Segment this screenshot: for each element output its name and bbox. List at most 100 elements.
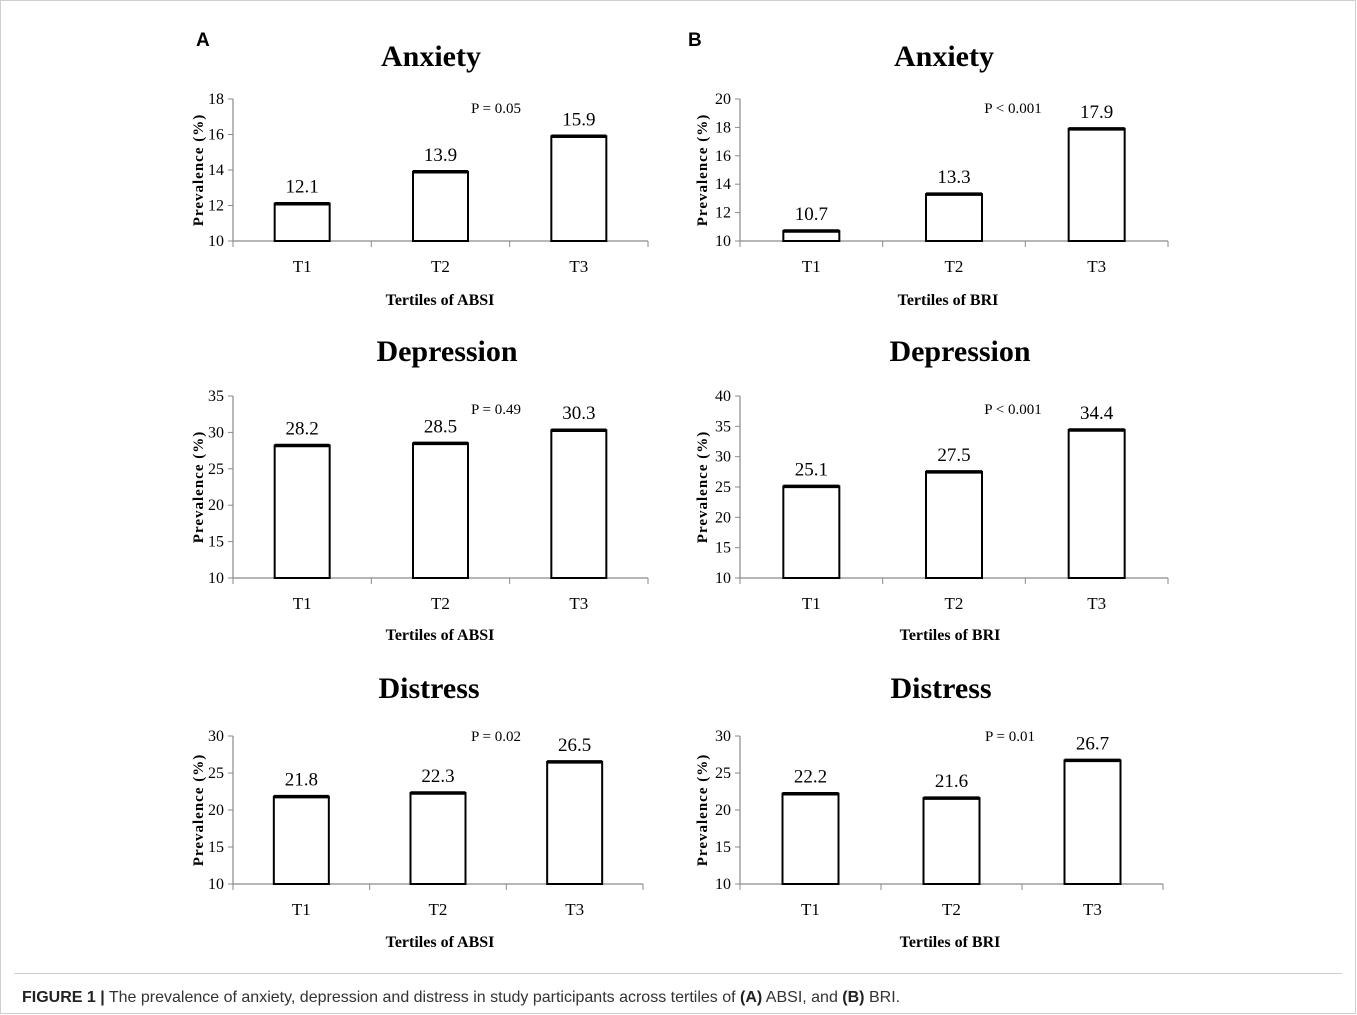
data-label-a-distress-t3: 26.5 — [558, 735, 591, 756]
x-tick-label-a-anxiety-t2: T2 — [431, 257, 450, 276]
bar-b-anxiety-t2 — [925, 193, 983, 242]
bar-a-depression-t1 — [273, 444, 331, 579]
x-tick-label-b-distress-t1: T1 — [801, 900, 820, 919]
y-axis-label-b-anxiety: Prevalence (%) — [695, 114, 711, 226]
p-value-a-depression: P = 0.49 — [471, 402, 521, 418]
y-tick-label-b-anxiety: 14 — [715, 176, 731, 193]
data-label-a-distress-t1: 21.8 — [285, 770, 318, 791]
x-tick-label-b-distress-t3: T3 — [1083, 900, 1102, 919]
bar-a-depression-t2 — [412, 442, 469, 579]
bar-a-anxiety-t1 — [273, 202, 331, 243]
panel-letter-a: A — [196, 30, 210, 51]
data-label-b-anxiety-t1: 10.7 — [795, 204, 828, 225]
data-label-b-anxiety-t2: 13.3 — [937, 167, 970, 188]
x-tick-label-b-distress-t2: T2 — [942, 900, 961, 919]
bar-b-anxiety-t3 — [1067, 127, 1126, 243]
y-tick-label-b-depression: 10 — [715, 570, 731, 587]
data-label-a-anxiety-t3: 15.9 — [562, 109, 595, 130]
data-label-a-depression-t3: 30.3 — [562, 403, 595, 424]
caption-label: FIGURE 1 | — [22, 989, 105, 1006]
y-tick-label-b-distress: 15 — [715, 839, 731, 856]
y-tick-label-a-anxiety: 10 — [208, 233, 224, 250]
data-label-b-depression-t3: 34.4 — [1080, 403, 1114, 424]
y-axis-label-b-depression: Prevalence (%) — [695, 431, 711, 543]
y-tick-label-a-depression: 10 — [208, 570, 224, 587]
x-tick-label-b-anxiety-t2: T2 — [945, 257, 964, 276]
bar-a-distress-t2 — [409, 791, 467, 885]
p-value-a-anxiety: P = 0.05 — [471, 101, 521, 117]
bar-b-depression-t2 — [925, 470, 983, 580]
y-tick-label-a-anxiety: 14 — [208, 162, 224, 179]
x-axis-label-b-depression: Tertiles of BRI — [900, 627, 1001, 644]
chart-title-b-distress: Distress — [890, 672, 991, 705]
bar-b-distress-t3 — [1063, 759, 1122, 885]
y-tick-label-b-anxiety: 16 — [715, 148, 731, 165]
x-axis-label-b-distress: Tertiles of BRI — [900, 934, 1001, 951]
data-label-b-distress-t1: 22.2 — [794, 767, 827, 788]
x-tick-label-b-depression-t1: T1 — [802, 594, 821, 613]
data-label-a-distress-t2: 22.3 — [421, 766, 454, 787]
x-tick-label-a-anxiety-t1: T1 — [293, 257, 312, 276]
caption-divider — [14, 973, 1342, 974]
data-label-a-anxiety-t1: 12.1 — [286, 177, 319, 198]
data-label-a-depression-t2: 28.5 — [424, 416, 457, 437]
chart-title-a-anxiety: Anxiety — [381, 40, 481, 73]
x-tick-label-a-distress-t2: T2 — [429, 900, 448, 919]
chart-title-a-distress: Distress — [378, 672, 479, 705]
y-tick-label-a-depression: 15 — [208, 534, 224, 551]
y-tick-label-b-distress: 20 — [715, 802, 731, 819]
y-tick-label-b-depression: 40 — [715, 388, 731, 405]
x-tick-label-a-depression-t1: T1 — [293, 594, 312, 613]
bar-b-distress-t2 — [922, 797, 981, 885]
x-tick-label-a-anxiety-t3: T3 — [569, 257, 588, 276]
y-axis-label-b-distress: Prevalence (%) — [695, 754, 711, 866]
bar-b-depression-t1 — [782, 485, 841, 580]
y-tick-label-a-distress: 10 — [208, 876, 224, 893]
y-tick-label-a-anxiety: 18 — [208, 91, 224, 108]
x-tick-label-b-anxiety-t1: T1 — [802, 257, 821, 276]
y-tick-label-b-anxiety: 20 — [715, 91, 731, 108]
x-axis-label-a-depression: Tertiles of ABSI — [386, 627, 495, 644]
y-tick-label-b-anxiety: 10 — [715, 233, 731, 250]
y-axis-label-a-distress: Prevalence (%) — [191, 754, 207, 866]
caption-text-2: ABSI, and — [762, 989, 843, 1006]
caption-text-1: The prevalence of anxiety, depression an… — [104, 989, 741, 1006]
x-axis-label-a-anxiety: Tertiles of ABSI — [386, 292, 495, 309]
bar-b-distress-t1 — [781, 792, 840, 885]
y-tick-label-a-distress: 25 — [208, 765, 224, 782]
x-tick-label-b-depression-t2: T2 — [945, 594, 964, 613]
y-tick-label-a-distress: 20 — [208, 802, 224, 819]
y-tick-label-a-anxiety: 12 — [208, 198, 224, 215]
y-tick-label-a-distress: 15 — [208, 839, 224, 856]
y-tick-label-a-distress: 30 — [208, 728, 224, 745]
bar-a-depression-t3 — [550, 429, 608, 579]
y-tick-label-b-anxiety: 12 — [715, 205, 731, 222]
figure-charts: A B Anxiety 10 12 14 16 18 12.1 T1 13.9 T2 15.9 T3 P… — [191, 30, 1169, 951]
y-tick-label-b-depression: 15 — [715, 540, 731, 557]
data-label-b-distress-t2: 21.6 — [935, 771, 968, 792]
y-tick-label-b-distress: 25 — [715, 765, 731, 782]
x-tick-label-a-distress-t3: T3 — [565, 900, 584, 919]
y-tick-label-b-distress: 30 — [715, 728, 731, 745]
p-value-b-anxiety: P < 0.001 — [984, 101, 1042, 117]
chart-title-b-anxiety: Anxiety — [894, 40, 994, 73]
y-tick-label-b-depression: 25 — [715, 479, 731, 496]
x-axis-label-b-anxiety: Tertiles of BRI — [898, 292, 999, 309]
chart-title-a-depression: Depression — [376, 335, 517, 368]
p-value-b-depression: P < 0.001 — [984, 402, 1042, 418]
caption-ref-a: (A) — [740, 989, 763, 1006]
x-tick-label-b-anxiety-t3: T3 — [1087, 257, 1106, 276]
bar-a-distress-t3 — [546, 760, 604, 886]
data-label-a-depression-t1: 28.2 — [286, 419, 319, 440]
bar-a-distress-t1 — [272, 795, 330, 885]
figure-caption: FIGURE 1 | The prevalence of anxiety, de… — [22, 988, 1332, 1008]
chart-title-b-depression: Depression — [889, 335, 1030, 368]
x-tick-label-a-depression-t3: T3 — [569, 594, 588, 613]
y-tick-label-a-anxiety: 16 — [208, 127, 224, 144]
x-axis-label-a-distress: Tertiles of ABSI — [386, 934, 495, 951]
data-label-b-anxiety-t3: 17.9 — [1080, 102, 1113, 123]
caption-ref-b: (B) — [842, 989, 865, 1006]
y-tick-label-b-depression: 35 — [715, 418, 731, 435]
data-label-b-distress-t3: 26.7 — [1076, 733, 1109, 754]
